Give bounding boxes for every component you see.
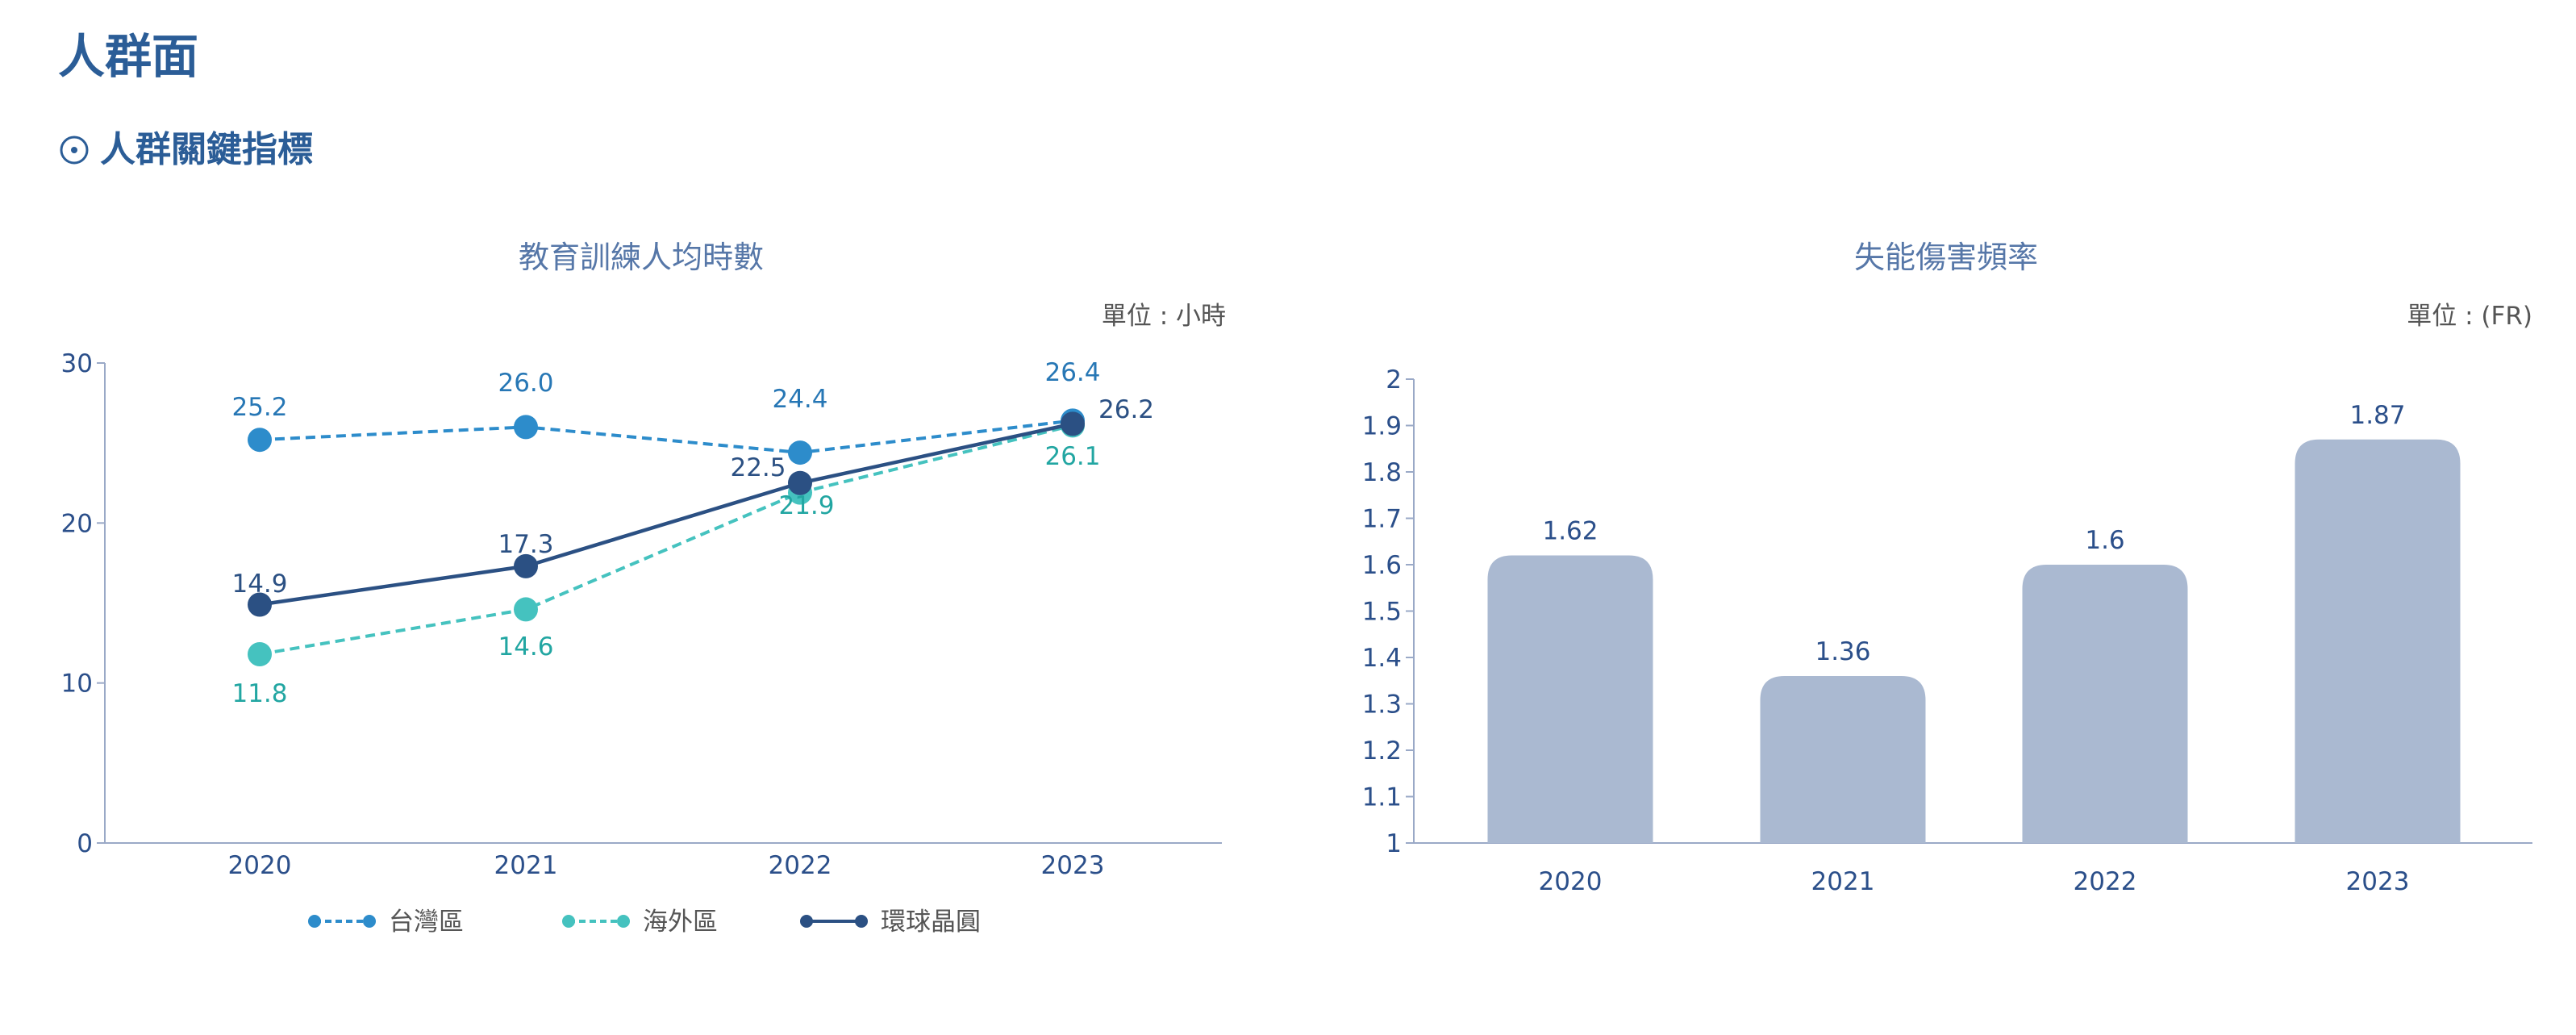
line-point-taiwan — [514, 415, 538, 440]
bar-value-label: 1.36 — [1815, 637, 1870, 666]
bar-chart-y-tick-label: 1.7 — [1362, 505, 1402, 534]
bar-chart-y-tick-label: 1.3 — [1362, 691, 1402, 720]
line-chart-x-tick-label: 2023 — [1041, 851, 1105, 880]
legend-marker-global — [800, 915, 813, 928]
line-chart-y-tick-label: 10 — [61, 670, 93, 699]
line-point-taiwan — [248, 428, 272, 453]
bar-chart-y-tick-label: 1.8 — [1362, 458, 1402, 487]
legend-marker-taiwan — [308, 915, 321, 928]
bar-value-label: 1.62 — [1542, 517, 1598, 546]
line-point-overseas — [248, 641, 272, 666]
line-point-taiwan — [788, 440, 812, 465]
bar-chart-title: 失能傷害頻率 — [1854, 240, 2038, 275]
line-chart-x-tick-label: 2021 — [494, 851, 558, 880]
data-label-global: 26.2 — [1098, 395, 1154, 424]
line-point-overseas — [514, 597, 538, 622]
bar-2022 — [2022, 565, 2188, 843]
data-label-taiwan: 26.4 — [1044, 358, 1100, 387]
line-point-global — [514, 553, 538, 578]
line-chart-y-tick-label: 0 — [77, 829, 93, 858]
data-label-overseas: 11.8 — [231, 679, 287, 708]
bar-chart-unit-label: 單位 : (FR) — [2407, 302, 2532, 331]
legend-label-taiwan: 台灣區 — [389, 908, 464, 937]
bar-chart-y-tick-label: 1.5 — [1362, 598, 1402, 627]
bar-2020 — [1487, 555, 1653, 843]
bar-chart-y-tick-label: 1.2 — [1362, 737, 1402, 766]
bar-chart-y-tick-label: 1.4 — [1362, 644, 1402, 673]
line-series-taiwan — [259, 419, 1073, 455]
data-label-overseas: 26.1 — [1044, 442, 1100, 471]
bar-value-label: 1.87 — [2349, 401, 2405, 430]
target-circle-icon — [60, 136, 89, 165]
line-point-global — [248, 592, 272, 617]
line-chart-x-tick-label: 2022 — [769, 851, 832, 880]
data-label-taiwan: 25.2 — [231, 393, 287, 422]
line-series-global — [259, 422, 1073, 607]
page-title: 人群面 — [58, 29, 199, 84]
line-series-overseas — [259, 424, 1073, 656]
data-label-overseas: 21.9 — [778, 491, 834, 520]
bar-chart-x-tick-label: 2022 — [2074, 867, 2137, 896]
bar-chart-x-tick-label: 2021 — [1811, 867, 1875, 896]
line-chart-y-tick-label: 20 — [61, 509, 93, 538]
bar-value-label: 1.6 — [2085, 526, 2124, 555]
legend-label-global: 環球晶圓 — [881, 908, 981, 937]
legend-marker-overseas — [562, 915, 575, 928]
data-label-taiwan: 26.0 — [498, 369, 553, 398]
line-chart-x-tick-label: 2020 — [228, 851, 292, 880]
line-point-global — [788, 470, 812, 495]
bar-chart-y-tick-label: 1.1 — [1362, 783, 1402, 812]
bar-chart-x-tick-label: 2020 — [1539, 867, 1603, 896]
legend-marker-taiwan — [363, 915, 376, 928]
data-label-global: 22.5 — [730, 453, 786, 482]
line-chart-unit-label: 單位 : 小時 — [1102, 302, 1226, 331]
bar-chart-y-tick-label: 1.9 — [1362, 412, 1402, 441]
bar-chart-x-tick-label: 2023 — [2346, 867, 2410, 896]
bar-2021 — [1760, 676, 1926, 843]
bar-chart-y-tick-label: 1.6 — [1362, 551, 1402, 580]
section-title: 人群關鍵指標 — [100, 129, 313, 170]
bar-chart-y-tick-label: 1 — [1386, 829, 1402, 858]
legend-marker-overseas — [617, 915, 630, 928]
line-point-global — [1061, 411, 1085, 436]
data-label-global: 17.3 — [498, 530, 553, 559]
bar-2023 — [2295, 439, 2461, 843]
data-label-overseas: 14.6 — [498, 632, 553, 661]
data-label-global: 14.9 — [231, 570, 287, 599]
section-heading: 人群關鍵指標 — [58, 129, 313, 172]
legend-marker-global — [855, 915, 868, 928]
data-label-taiwan: 24.4 — [772, 385, 827, 414]
bar-chart-y-tick-label: 2 — [1386, 365, 1402, 394]
line-chart-title: 教育訓練人均時數 — [519, 240, 764, 275]
legend-label-overseas: 海外區 — [643, 908, 718, 937]
line-chart-y-tick-label: 30 — [61, 349, 93, 378]
